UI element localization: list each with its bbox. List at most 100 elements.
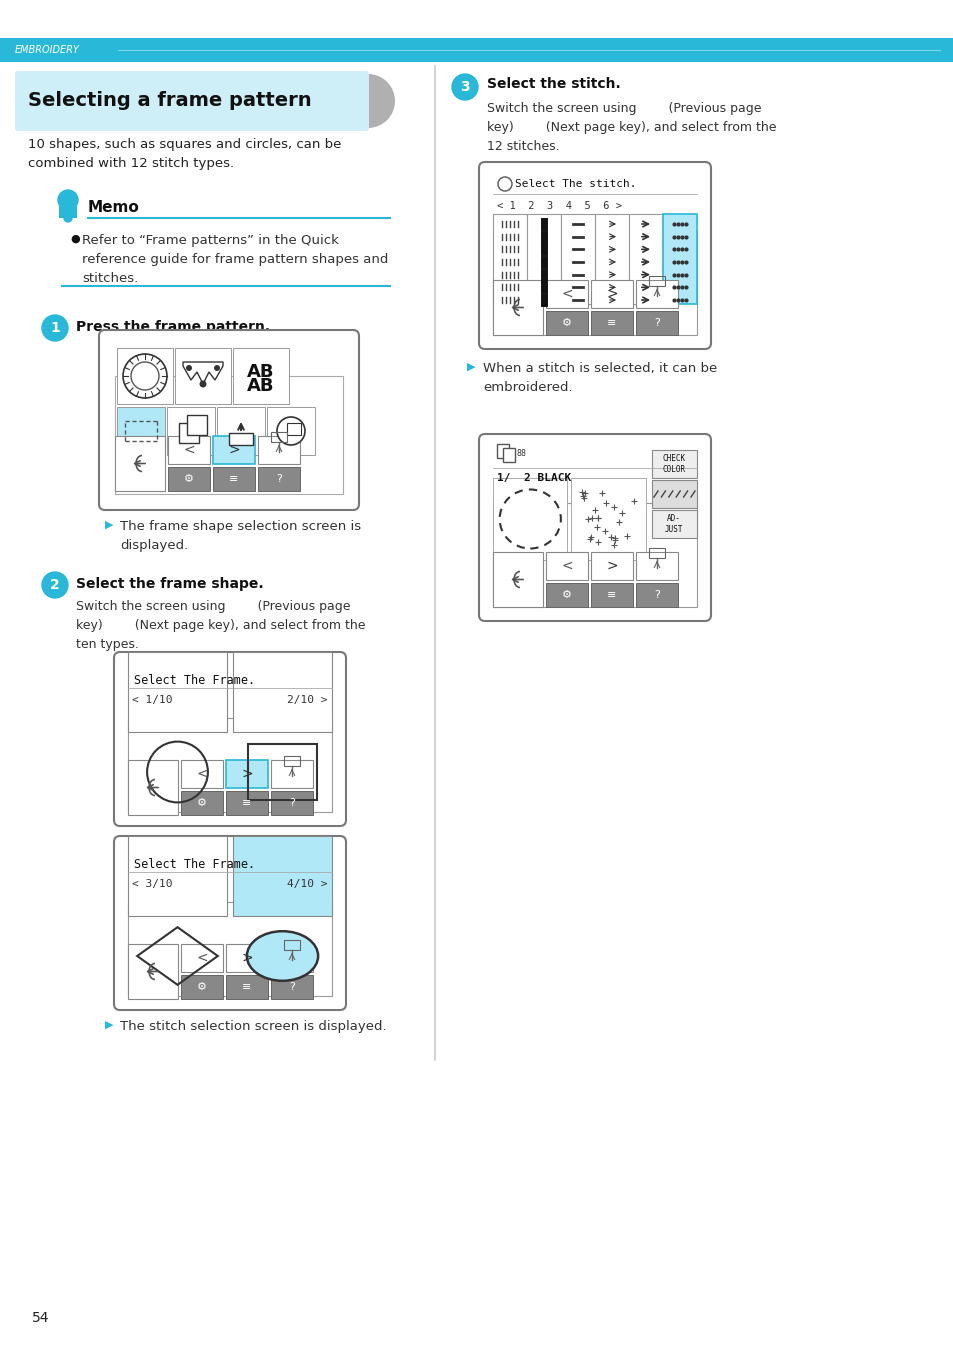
Text: 3: 3 bbox=[459, 80, 469, 94]
Text: ?: ? bbox=[654, 318, 659, 328]
Bar bbox=[648, 549, 664, 558]
Bar bbox=[115, 376, 343, 493]
Text: ⚙: ⚙ bbox=[184, 474, 193, 484]
Text: ?: ? bbox=[289, 798, 294, 807]
Bar bbox=[590, 551, 633, 580]
Bar bbox=[181, 760, 223, 789]
Bar bbox=[284, 940, 299, 950]
Text: ⚙: ⚙ bbox=[196, 798, 207, 807]
Bar bbox=[181, 975, 223, 999]
Text: <: < bbox=[560, 287, 572, 301]
Bar bbox=[526, 214, 560, 305]
Text: Selecting a frame pattern: Selecting a frame pattern bbox=[28, 92, 312, 111]
Bar bbox=[493, 214, 526, 305]
Bar bbox=[287, 423, 301, 435]
Bar bbox=[226, 944, 268, 972]
Bar bbox=[590, 311, 633, 336]
Text: 54: 54 bbox=[32, 1312, 50, 1325]
Bar bbox=[271, 944, 313, 972]
Circle shape bbox=[276, 417, 305, 445]
Bar bbox=[257, 435, 299, 464]
Bar bbox=[117, 348, 172, 404]
Bar bbox=[271, 791, 313, 816]
Polygon shape bbox=[183, 363, 223, 384]
Text: >: > bbox=[605, 287, 618, 301]
Bar bbox=[271, 431, 287, 442]
Text: Memo: Memo bbox=[88, 200, 139, 214]
Bar bbox=[493, 280, 542, 336]
Bar bbox=[174, 348, 231, 404]
Bar bbox=[636, 280, 678, 307]
Bar bbox=[628, 214, 662, 305]
Text: <: < bbox=[560, 559, 572, 573]
Circle shape bbox=[42, 315, 68, 341]
Bar bbox=[226, 760, 268, 789]
Bar bbox=[571, 479, 645, 559]
Ellipse shape bbox=[247, 931, 317, 981]
Bar bbox=[128, 718, 332, 811]
Bar bbox=[493, 479, 567, 559]
Text: ?: ? bbox=[289, 981, 294, 992]
Bar bbox=[168, 435, 210, 464]
Text: ▶: ▶ bbox=[105, 1020, 113, 1030]
Text: AD-
JUST: AD- JUST bbox=[664, 515, 682, 534]
Bar bbox=[226, 975, 268, 999]
Bar bbox=[651, 480, 697, 508]
Text: Switch the screen using        (Previous page
key)        (Next page key), and s: Switch the screen using (Previous page k… bbox=[486, 102, 776, 154]
Text: ≡: ≡ bbox=[607, 318, 616, 328]
Bar bbox=[271, 975, 313, 999]
Text: ≡: ≡ bbox=[242, 981, 252, 992]
Bar bbox=[167, 407, 214, 456]
Polygon shape bbox=[59, 204, 77, 218]
Text: <: < bbox=[196, 950, 208, 965]
Text: < 1  2  3  4  5  6 >: < 1 2 3 4 5 6 > bbox=[497, 201, 621, 212]
Bar bbox=[636, 311, 678, 336]
Text: Select The Frame.: Select The Frame. bbox=[133, 674, 254, 686]
Text: 88: 88 bbox=[517, 449, 526, 458]
FancyBboxPatch shape bbox=[113, 836, 346, 1010]
Text: ●: ● bbox=[70, 235, 80, 244]
Text: AB: AB bbox=[247, 377, 274, 395]
Bar bbox=[560, 214, 595, 305]
Bar bbox=[257, 466, 299, 491]
Bar bbox=[636, 582, 678, 607]
FancyBboxPatch shape bbox=[478, 162, 710, 349]
Text: <: < bbox=[183, 443, 194, 457]
Text: EMBROIDERY: EMBROIDERY bbox=[15, 44, 80, 55]
Bar bbox=[128, 944, 178, 999]
Bar bbox=[590, 280, 633, 307]
Text: ▶: ▶ bbox=[105, 520, 113, 530]
Text: 2/10 >: 2/10 > bbox=[287, 696, 328, 705]
Text: When a stitch is selected, it can be
embroidered.: When a stitch is selected, it can be emb… bbox=[482, 363, 717, 394]
Text: ≡: ≡ bbox=[229, 474, 238, 484]
Bar bbox=[502, 448, 515, 462]
Text: < 3/10: < 3/10 bbox=[132, 879, 172, 888]
Circle shape bbox=[58, 190, 78, 210]
Text: Select The Frame.: Select The Frame. bbox=[133, 857, 254, 871]
Text: 4/10 >: 4/10 > bbox=[287, 879, 328, 888]
Bar bbox=[117, 407, 165, 456]
Text: < 1/10: < 1/10 bbox=[132, 696, 172, 705]
Text: 1/  2 BLACK: 1/ 2 BLACK bbox=[497, 473, 571, 483]
Text: AB: AB bbox=[247, 363, 274, 381]
Bar bbox=[545, 582, 587, 607]
Bar bbox=[233, 348, 289, 404]
Circle shape bbox=[213, 365, 220, 371]
Text: >: > bbox=[241, 950, 253, 965]
Bar bbox=[181, 944, 223, 972]
Wedge shape bbox=[368, 74, 395, 128]
Text: ⚙: ⚙ bbox=[561, 318, 572, 328]
FancyBboxPatch shape bbox=[113, 652, 346, 826]
Text: >: > bbox=[605, 559, 618, 573]
Bar bbox=[213, 466, 254, 491]
Text: ≡: ≡ bbox=[242, 798, 252, 807]
Text: Switch the screen using        (Previous page
key)        (Next page key), and s: Switch the screen using (Previous page k… bbox=[76, 600, 365, 651]
Bar bbox=[493, 231, 697, 336]
Bar bbox=[662, 214, 697, 305]
Text: ⚙: ⚙ bbox=[561, 590, 572, 600]
Bar bbox=[545, 280, 587, 307]
Text: ▶: ▶ bbox=[467, 363, 475, 372]
Text: <: < bbox=[196, 767, 208, 780]
Bar bbox=[229, 433, 253, 445]
Bar bbox=[0, 38, 953, 62]
